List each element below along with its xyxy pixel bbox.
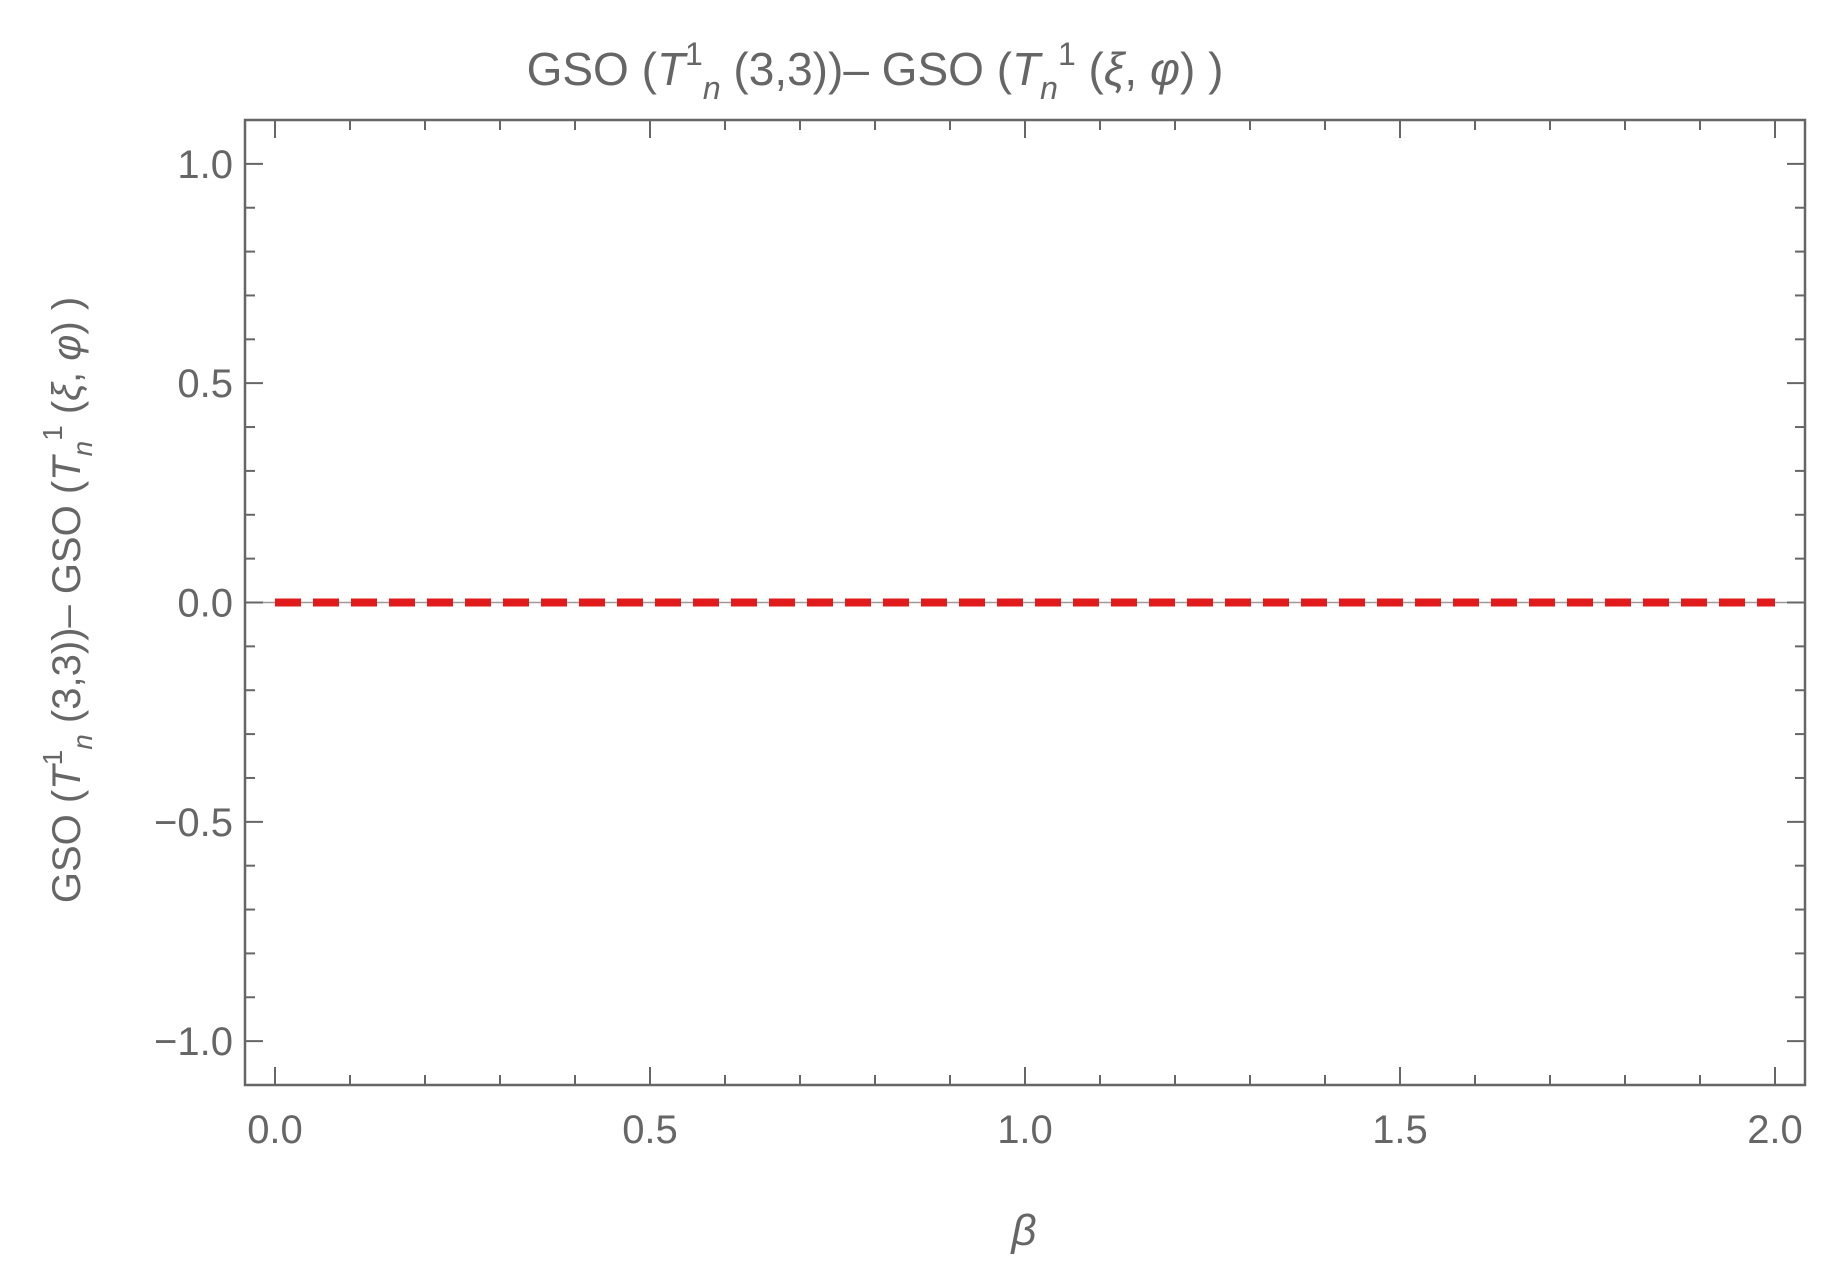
y-tick-label: −1.0: [154, 1020, 233, 1064]
y-tick-label: 1.0: [177, 143, 233, 187]
chart-title: GSO (T1n (3,3))– GSO (Tn1 (ξ, φ) ): [527, 36, 1224, 106]
x-axis-label: β: [1009, 1206, 1036, 1255]
axis-tick-labels: 0.0 0.5 1.0 1.5 2.0 −1.0 −0.5 0.0 0.5 1.0: [154, 143, 1803, 1152]
x-tick-label: 2.0: [1747, 1108, 1803, 1152]
axis-ticks: [245, 120, 1805, 1085]
y-tick-label: −0.5: [154, 801, 233, 845]
x-tick-label: 1.0: [997, 1108, 1053, 1152]
y-tick-label: 0.5: [177, 362, 233, 406]
y-tick-label: 0.0: [177, 582, 233, 626]
x-tick-label: 0.0: [247, 1108, 303, 1152]
x-tick-label: 1.5: [1372, 1108, 1428, 1152]
x-tick-label: 0.5: [622, 1108, 678, 1152]
y-axis-label: GSO (T1n (3,3))– GSO (Tn1 (ξ, φ) ): [37, 297, 98, 903]
